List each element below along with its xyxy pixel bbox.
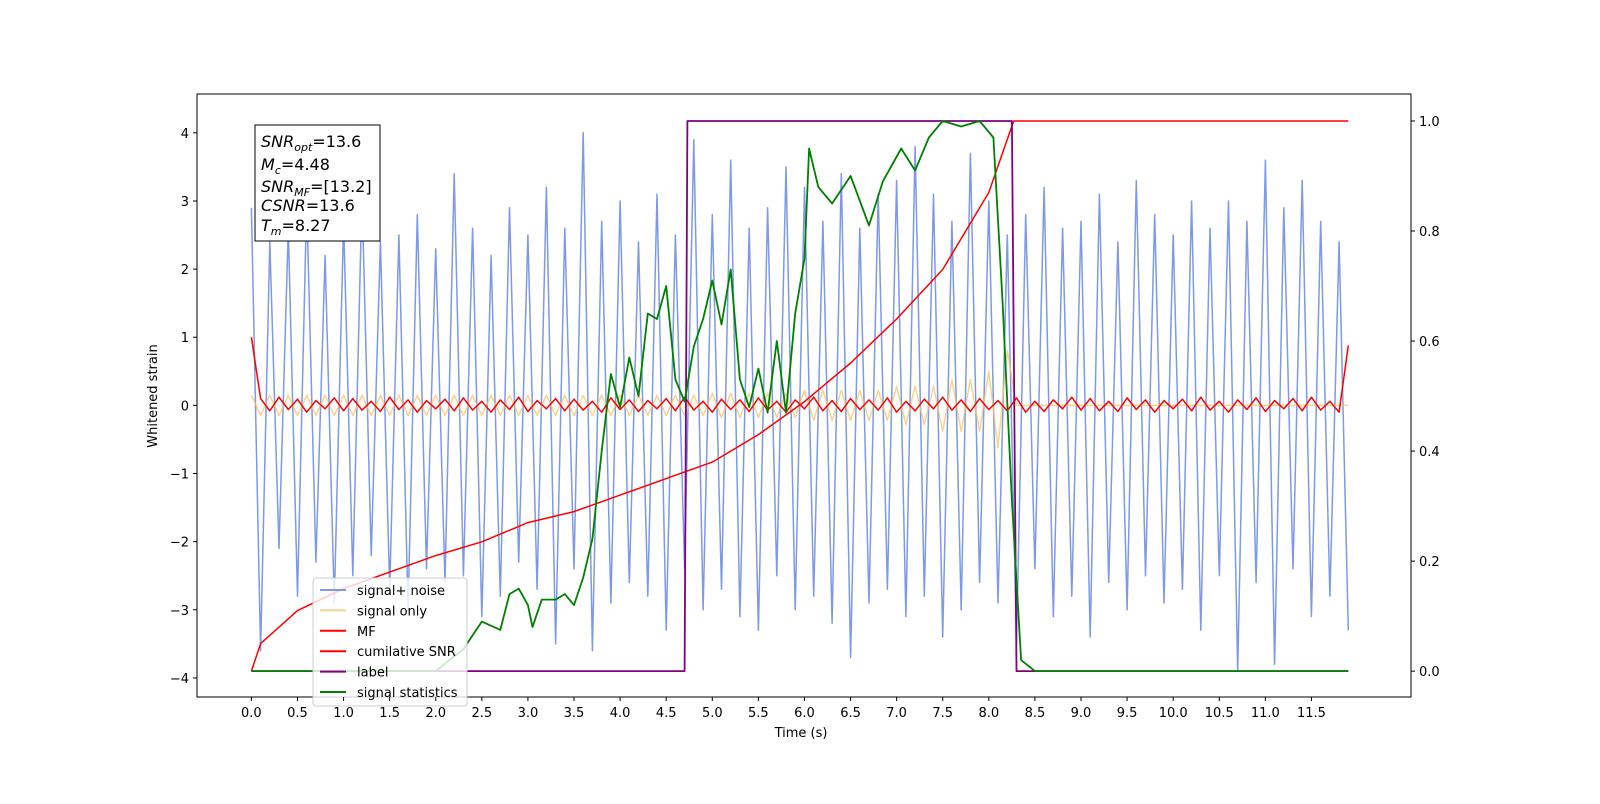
y2-tick-label: 0.6 (1419, 335, 1440, 350)
y-tick-label: 4 (181, 127, 189, 142)
annotation-line: SNRopt=13.6 (261, 132, 361, 154)
x-tick-label: 10.0 (1159, 706, 1188, 721)
legend (312, 577, 468, 707)
x-tick-label: 0.0 (241, 706, 262, 721)
y-tick-label: 0 (181, 399, 189, 414)
legend-label: cumilative SNR (357, 645, 456, 660)
annotation-symbol: CSNR (261, 196, 306, 215)
x-tick-label: 11.5 (1297, 706, 1326, 721)
annotation-subscript: c (275, 164, 281, 177)
annotation-line: Mc=4.48 (261, 155, 330, 177)
annotation-subscript: opt (294, 141, 313, 154)
annotation-box (254, 124, 381, 242)
annotation-subscript: MF (294, 186, 310, 199)
annotation: SNRopt=13.6Mc=4.48SNRMF=[13.2]CSNR=13.6T… (261, 132, 372, 238)
annotation-symbol: SNR (261, 177, 294, 196)
y-tick-label: −2 (170, 536, 189, 551)
annotation-value: =13.6 (312, 132, 361, 151)
y-tick-label: 3 (181, 195, 189, 210)
y-tick-label: −1 (170, 468, 189, 483)
y2-tick-label: 1.0 (1419, 115, 1440, 130)
y-tick-label: 2 (181, 263, 189, 278)
annotation-symbol: M (261, 155, 275, 174)
x-tick-label: 7.5 (932, 706, 953, 721)
x-tick-label: 1.5 (379, 706, 400, 721)
legend-entries: signal+ noise signal only MF cumilative SNR… (320, 584, 458, 701)
x-tick-label: 0.5 (287, 706, 308, 721)
annotation-symbol: SNR (261, 132, 294, 151)
x-tick-label: 8.5 (1025, 706, 1046, 721)
x-tick-label: 6.0 (794, 706, 815, 721)
x-tick-label: 1.0 (333, 706, 354, 721)
x-axis-label: Time (s) (774, 726, 828, 741)
annotation-line: SNRMF=[13.2] (261, 177, 372, 199)
y-tick-label: −3 (170, 604, 189, 619)
x-tick-label: 11.0 (1251, 706, 1280, 721)
legend-label: label (357, 666, 388, 681)
x-tick-label: 3.0 (518, 706, 539, 721)
annotation-line: CSNR=13.6 (261, 196, 355, 215)
legend-label: signal statistics (357, 686, 458, 701)
y2-tick-label: 0.4 (1419, 445, 1440, 460)
series-line (251, 120, 1349, 672)
x-tick-label: 9.5 (1117, 706, 1138, 721)
y-axis-label: Whitened strain (146, 344, 161, 447)
annotation-subscript: m (271, 225, 282, 238)
x-tick-label: 4.0 (610, 706, 631, 721)
y2-tick-label: 0.0 (1419, 665, 1440, 680)
annotation-value: =13.6 (306, 196, 355, 215)
annotation-line: Tm=8.27 (261, 216, 331, 238)
x-tick-label: 8.0 (978, 706, 999, 721)
annotation-value: =[13.2] (310, 177, 372, 196)
x-tick-label: 6.5 (840, 706, 861, 721)
y2-tick-label: 0.8 (1419, 225, 1440, 240)
y-tick-label: −4 (170, 672, 189, 687)
x-tick-label: 2.5 (471, 706, 492, 721)
y2-tick-label: 0.2 (1419, 555, 1440, 570)
annotation-value: =4.48 (281, 155, 330, 174)
x-tick-label: 4.5 (656, 706, 677, 721)
x-tick-label: 5.5 (748, 706, 769, 721)
series-line (250, 132, 1350, 672)
legend-label: MF (357, 625, 376, 640)
annotation-value: =8.27 (282, 216, 331, 235)
x-tick-label: 3.5 (564, 706, 585, 721)
legend-label: signal+ noise (357, 584, 445, 599)
x-tick-label: 2.0 (425, 706, 446, 721)
x-tick-label: 9.0 (1071, 706, 1092, 721)
annotation-symbol: T (261, 216, 272, 235)
x-tick-label: 5.0 (702, 706, 723, 721)
x-tick-label: 10.5 (1205, 706, 1234, 721)
y-tick-label: 1 (181, 331, 189, 346)
legend-label: signal only (357, 604, 427, 619)
x-tick-label: 7.0 (886, 706, 907, 721)
